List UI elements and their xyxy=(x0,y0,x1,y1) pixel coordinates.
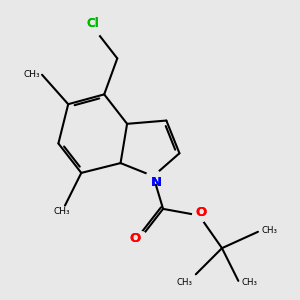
Text: O: O xyxy=(130,232,141,245)
Text: CH₃: CH₃ xyxy=(53,207,70,216)
Text: CH₃: CH₃ xyxy=(176,278,193,286)
Text: N: N xyxy=(150,176,161,189)
Text: CH₃: CH₃ xyxy=(24,70,40,79)
Text: N: N xyxy=(150,176,161,189)
Text: CH₃: CH₃ xyxy=(261,226,277,235)
Text: Cl: Cl xyxy=(86,16,99,30)
Text: Cl: Cl xyxy=(86,16,99,30)
Text: CH₃: CH₃ xyxy=(242,278,258,287)
Text: O: O xyxy=(195,206,206,219)
Text: O: O xyxy=(130,232,141,245)
Text: O: O xyxy=(195,206,206,219)
